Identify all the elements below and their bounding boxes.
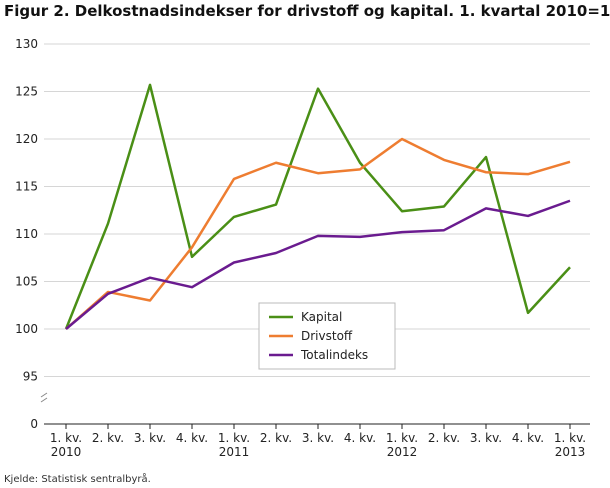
- x-tick-label: 2. kv.: [260, 431, 292, 445]
- y-tick-label: 95: [23, 370, 38, 384]
- x-tick-label: 4. kv.: [512, 431, 544, 445]
- x-tick-year: 2013: [555, 445, 586, 459]
- x-tick-label: 3. kv.: [302, 431, 334, 445]
- x-tick-label: 1. kv.: [386, 431, 418, 445]
- y-tick-label: 100: [15, 322, 38, 336]
- x-tick-label: 1. kv.: [554, 431, 586, 445]
- axis-break: [40, 397, 48, 403]
- y-tick-label: 125: [15, 85, 38, 99]
- x-tick-label: 3. kv.: [470, 431, 502, 445]
- x-tick-label: 4. kv.: [344, 431, 376, 445]
- x-tick-year: 2012: [387, 445, 418, 459]
- series-line: [65, 137, 571, 330]
- y-tick-label: 105: [15, 275, 38, 289]
- x-tick-label: 3. kv.: [134, 431, 166, 445]
- axis-break-gap: [40, 395, 48, 401]
- x-tick-year: 2011: [219, 445, 250, 459]
- x-tick-year: 2010: [51, 445, 82, 459]
- y-tick-label: 110: [15, 227, 38, 241]
- legend-label: Kapital: [301, 310, 342, 324]
- y-tick-label: 115: [15, 180, 38, 194]
- x-tick-label: 1. kv.: [218, 431, 250, 445]
- chart-title: Figur 2. Delkostnadsindekser for drivsto…: [4, 2, 610, 20]
- axis-break: [40, 392, 48, 398]
- x-tick-label: 4. kv.: [176, 431, 208, 445]
- x-tick-label: 2. kv.: [92, 431, 124, 445]
- series-line: [64, 83, 571, 330]
- legend-label: Drivstoff: [301, 329, 353, 343]
- y-tick-label: 120: [15, 132, 38, 146]
- legend-label: Totalindeks: [300, 348, 368, 362]
- y-tick-label: 0: [30, 417, 38, 431]
- series-line: [65, 199, 571, 330]
- x-tick-label: 2. kv.: [428, 431, 460, 445]
- source: Kjelde: Statistisk sentralbyrå.: [4, 472, 151, 485]
- y-tick-label: 130: [15, 37, 38, 51]
- x-tick-label: 1. kv.: [50, 431, 82, 445]
